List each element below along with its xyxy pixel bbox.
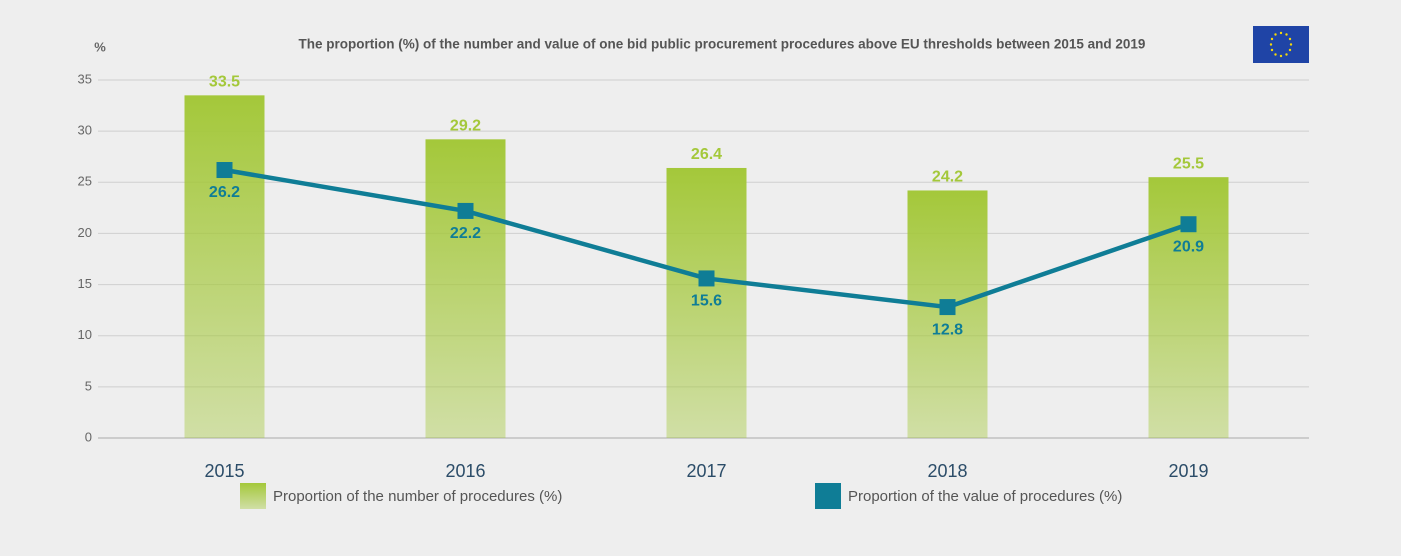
chart-title: The proportion (%) of the number and val…	[299, 37, 1146, 52]
line-marker	[939, 299, 956, 316]
line-marker	[216, 162, 233, 179]
x-tick-label: 2016	[445, 461, 485, 481]
y-tick-label: 20	[78, 225, 92, 240]
y-axis-label: %	[94, 39, 106, 54]
bar-value-label: 24.2	[932, 169, 963, 186]
legend-swatch	[815, 483, 841, 509]
y-tick-label: 5	[85, 378, 92, 393]
y-tick-label: 10	[78, 327, 92, 342]
bar-value-label: 25.5	[1173, 155, 1204, 172]
bar-value-label: 26.4	[691, 146, 722, 163]
bar	[425, 139, 506, 438]
y-tick-label: 25	[78, 174, 92, 189]
line-value-label: 26.2	[209, 184, 240, 201]
line-marker	[1180, 216, 1197, 233]
x-tick-label: 2015	[204, 461, 244, 481]
x-tick-label: 2019	[1168, 461, 1208, 481]
line-marker	[698, 270, 715, 287]
bar	[184, 95, 265, 438]
line-value-label: 22.2	[450, 225, 481, 242]
x-tick-label: 2018	[927, 461, 967, 481]
y-tick-label: 35	[78, 71, 92, 86]
y-tick-label: 0	[85, 429, 92, 444]
legend-swatch	[240, 483, 266, 509]
line-value-label: 20.9	[1173, 238, 1204, 255]
legend-label: Proportion of the value of procedures (%…	[848, 488, 1122, 505]
y-tick-label: 15	[78, 276, 92, 291]
bar-value-label: 29.2	[450, 118, 481, 135]
bar	[666, 167, 747, 439]
line-value-label: 15.6	[691, 293, 722, 310]
eu-flag	[1253, 26, 1309, 63]
y-tick-label: 30	[78, 123, 92, 138]
line-marker	[457, 202, 474, 219]
legend-label: Proportion of the number of procedures (…	[273, 488, 562, 505]
bar-value-label: 33.5	[209, 74, 240, 91]
line-value-label: 12.8	[932, 321, 963, 338]
x-tick-label: 2017	[686, 461, 726, 481]
